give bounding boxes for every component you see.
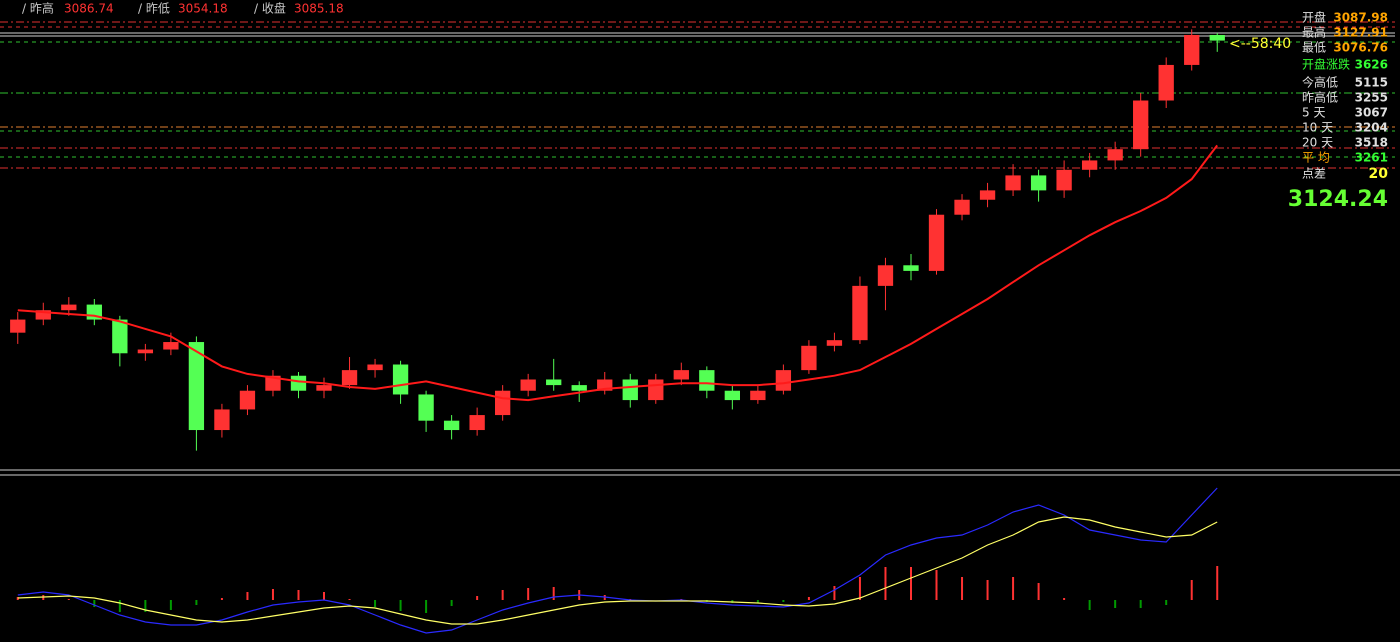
quote-value: 3518 xyxy=(1355,136,1388,150)
candle-body xyxy=(35,310,51,320)
quote-value: 3204 xyxy=(1355,121,1388,135)
quote-value: 3255 xyxy=(1355,91,1388,105)
candle-body xyxy=(495,390,511,416)
countdown: <--58:40 xyxy=(1229,36,1291,52)
last-price: 3124.24 xyxy=(1288,187,1388,212)
quote-value: 20 xyxy=(1369,166,1389,182)
candle-body xyxy=(316,385,332,391)
candle-body xyxy=(1030,175,1047,191)
candle-body xyxy=(750,390,766,401)
candle-body xyxy=(341,370,358,386)
indicator-line xyxy=(17,144,1218,402)
candle-body xyxy=(673,370,689,380)
candle-body xyxy=(265,375,281,391)
quote-value: 5115 xyxy=(1355,76,1388,90)
quote-label: 平 均 xyxy=(1302,151,1330,165)
candle-body xyxy=(367,364,383,371)
candle-body xyxy=(163,342,179,350)
quote-value: 3127.91 xyxy=(1333,26,1388,40)
quote-label: 昨高低 xyxy=(1302,90,1338,105)
candle-body xyxy=(648,379,664,401)
candle-body xyxy=(137,349,154,354)
candle-body xyxy=(112,319,128,354)
candle-body xyxy=(801,345,817,371)
candle-body xyxy=(903,265,919,271)
candle-body xyxy=(392,364,409,395)
candle-body xyxy=(724,390,740,401)
info-label: / 收盘 xyxy=(254,1,286,16)
candle-body xyxy=(10,319,26,333)
quote-value: 3076.76 xyxy=(1333,41,1388,55)
candle-body xyxy=(1056,169,1072,191)
candle-body xyxy=(1209,34,1225,41)
candle-body xyxy=(1158,64,1174,101)
info-value: 3086.74 xyxy=(64,2,114,16)
candle-body xyxy=(290,375,307,391)
quote-value: 3067 xyxy=(1355,106,1388,120)
candle-body xyxy=(1184,34,1200,65)
quote-label: 最低 xyxy=(1302,41,1326,55)
candle-body xyxy=(699,370,715,391)
candle-body xyxy=(61,304,77,311)
quote-label: 点差 xyxy=(1302,167,1326,181)
level-lines xyxy=(0,21,1395,169)
quote-label: 开盘 xyxy=(1302,10,1326,25)
candle-body xyxy=(214,409,230,431)
candle-body xyxy=(954,199,970,215)
candle-body xyxy=(443,420,460,431)
candle-body xyxy=(571,385,587,391)
candle-body xyxy=(928,214,945,271)
quote-label: 最高 xyxy=(1302,25,1326,40)
candle-body xyxy=(188,342,205,431)
candle-body xyxy=(597,379,613,391)
info-label: / 昨高 xyxy=(22,1,54,16)
candle-body xyxy=(546,379,562,386)
candle-body xyxy=(1081,160,1098,170)
indicator-line xyxy=(17,487,1218,634)
candle-body xyxy=(852,285,868,341)
quote-label: 5 天 xyxy=(1302,106,1325,120)
candle-body xyxy=(979,190,996,200)
candle-body xyxy=(775,370,792,391)
candle-body xyxy=(1133,100,1149,150)
quote-value: 3261 xyxy=(1355,151,1388,165)
quote-value: 3626 xyxy=(1355,58,1388,72)
candle-body xyxy=(1107,149,1123,161)
candle-body xyxy=(520,379,536,391)
info-value: 3054.18 xyxy=(178,2,228,16)
candle-body xyxy=(877,265,894,286)
quote-value: 3087.98 xyxy=(1333,11,1388,25)
candle-body xyxy=(826,340,843,346)
candle-body xyxy=(1005,175,1021,191)
quote-label: 今高低 xyxy=(1302,75,1338,90)
indicator-line xyxy=(17,516,1218,625)
quote-label: 10 天 xyxy=(1302,121,1333,135)
info-label: / 昨低 xyxy=(138,2,170,16)
candle-body xyxy=(469,415,485,431)
candle-body xyxy=(239,390,256,410)
info-value: 3085.18 xyxy=(294,2,344,16)
quote-label: 开盘涨跌 xyxy=(1302,57,1350,72)
candle-body xyxy=(622,379,638,401)
candle-body xyxy=(418,394,434,421)
quote-label: 20 天 xyxy=(1302,136,1333,150)
